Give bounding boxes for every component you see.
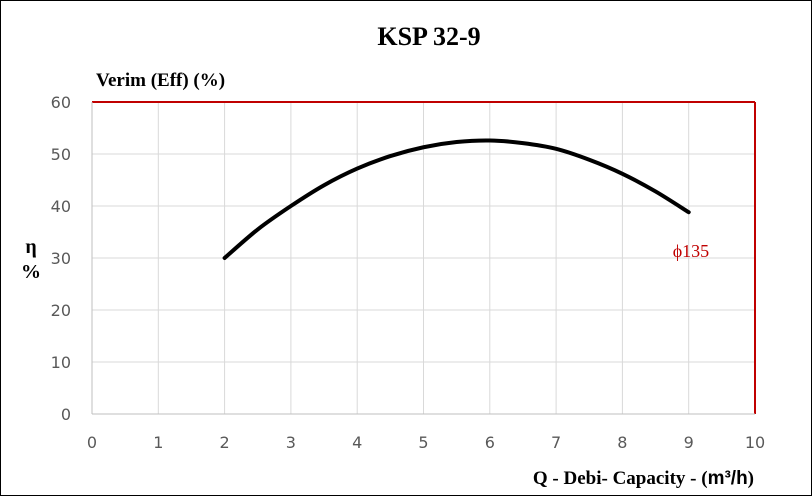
y-tick-label: 20 [51, 301, 71, 320]
x-tick-label: 7 [551, 433, 561, 452]
x-tick-label: 10 [745, 433, 765, 452]
series-line-phi135 [222, 138, 691, 260]
x-tick-label: 4 [352, 433, 362, 452]
x-tick-label: 8 [617, 433, 627, 452]
x-tick-label: 2 [220, 433, 230, 452]
chart-subtitle: Verim (Eff) (%) [96, 70, 225, 91]
plot-frame [91, 101, 756, 415]
y-tick-label: 0 [61, 405, 71, 424]
y-tick-label: 30 [51, 249, 71, 268]
x-tick-label: 3 [286, 433, 296, 452]
y-tick-label: 40 [51, 197, 71, 216]
y-tick-label: 50 [51, 145, 71, 164]
y-tick-labels: 0 10 20 30 40 50 60 [51, 93, 71, 424]
series-group: ϕ135 [222, 138, 709, 261]
x-tick-label: 5 [418, 433, 428, 452]
chart-title: KSP 32-9 [377, 22, 480, 51]
y-axis-unit: % [21, 261, 41, 283]
x-axis-label-suffix: ) [748, 468, 754, 489]
x-tick-label: 1 [153, 433, 163, 452]
y-axis-symbol: η [25, 236, 36, 258]
x-tick-label: 0 [87, 433, 97, 452]
x-tick-labels: 0 1 2 3 4 5 6 7 8 9 10 [87, 433, 765, 452]
y-tick-label: 60 [51, 93, 71, 112]
series-label-phi135: ϕ135 [673, 241, 709, 261]
x-axis-label-prefix: Q - Debi- Capacity - ( [533, 468, 708, 489]
y-tick-label: 10 [51, 353, 71, 372]
x-axis-label-unit: m³/h [708, 468, 748, 489]
x-tick-label: 9 [684, 433, 694, 452]
x-axis-label: Q - Debi- Capacity - (m³/h) [533, 468, 754, 489]
x-tick-label: 6 [485, 433, 495, 452]
